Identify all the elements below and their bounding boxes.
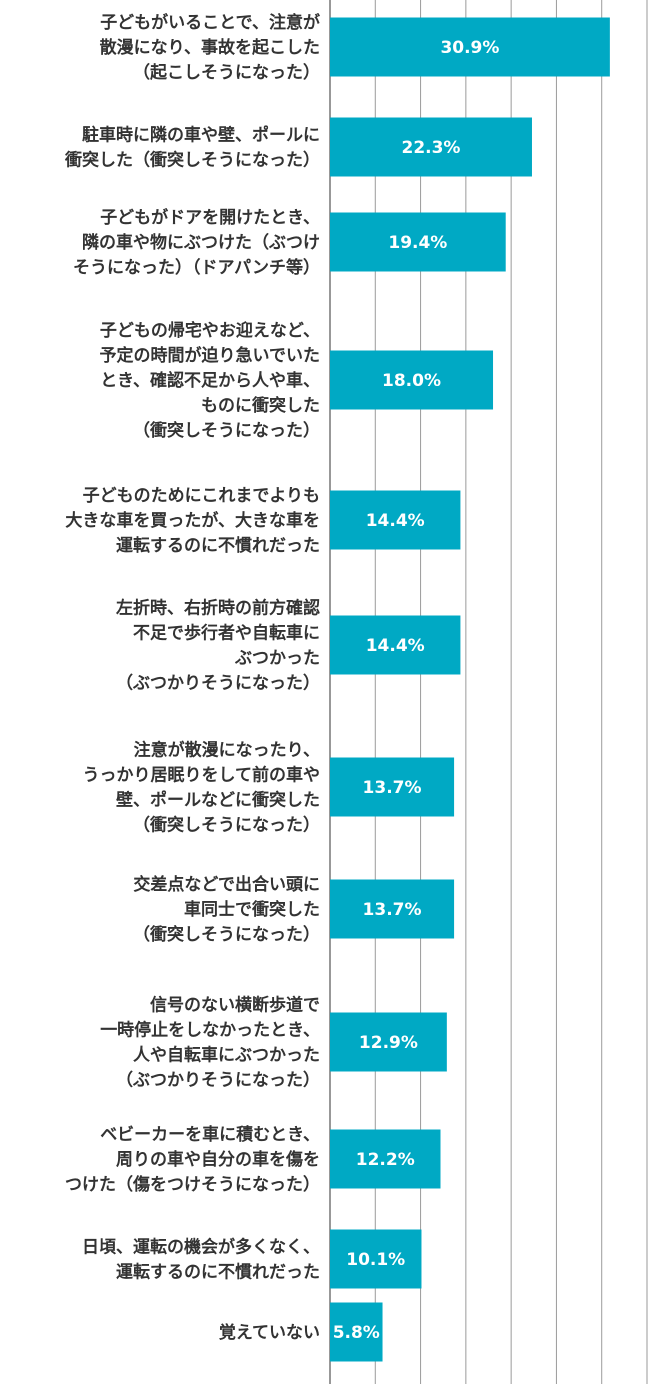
category-label: 運転するのに不慣れだった: [116, 535, 320, 556]
category-label: 散漫になり、事故を起こした: [100, 37, 320, 58]
category-label: （ぶつかりそうになった）: [116, 673, 320, 694]
data-label: 10.1%: [346, 1250, 405, 1270]
category-label: 子どもがいることで、注意が: [100, 12, 320, 33]
bar: [330, 350, 494, 410]
category-label: つけた（傷をつけそうになった）: [65, 1174, 320, 1195]
data-label: 13.7%: [363, 900, 422, 920]
category-label: ぶつかった: [234, 649, 320, 669]
category-label: うっかり居眠りをして前の車や: [83, 765, 321, 786]
category-label: 大きな車を買ったが、大きな車を: [65, 510, 320, 531]
data-label: 12.9%: [359, 1033, 418, 1053]
category-label: そうになった）（ドアパンチ等）: [73, 257, 320, 278]
category-label: （衝突しそうになった）: [133, 420, 320, 441]
bar: [330, 757, 455, 817]
category-label: とき、確認不足から人や車、: [100, 370, 320, 391]
bar: [330, 1302, 383, 1362]
category-label: 壁、ポールなどに衝突した: [116, 790, 320, 811]
bar: [330, 1129, 441, 1189]
data-label: 14.4%: [366, 636, 425, 656]
category-label: 人や自転車にぶつかった: [133, 1045, 320, 1066]
category-label: 予定の時間が迫り急いでいた: [100, 345, 321, 366]
bar: [330, 17, 610, 77]
category-label: 日頃、運転の機会が多くなく、: [82, 1237, 320, 1258]
category-label: 子どもの帰宅やお迎えなど、: [100, 320, 320, 341]
category-label: 運転するのに不慣れだった: [116, 1262, 320, 1283]
category-label: ものに衝突した: [201, 395, 320, 416]
data-label: 22.3%: [401, 138, 460, 158]
category-label: 子どものためにこれまでよりも: [83, 486, 320, 506]
data-label: 13.7%: [363, 778, 422, 798]
bar: [330, 490, 461, 550]
category-label: （起こしそうになった）: [133, 62, 320, 83]
category-label: 不足で歩行者や自転車に: [133, 623, 320, 644]
data-label: 12.2%: [356, 1150, 415, 1170]
category-label: 子どもがドアを開けたとき、: [100, 207, 320, 228]
category-label: 信号のない横断歩道で: [150, 995, 320, 1016]
category-label: 一時停止をしなかったとき、: [100, 1020, 320, 1041]
data-label: 5.8%: [333, 1323, 380, 1343]
bar: [330, 117, 532, 177]
data-label: 19.4%: [388, 233, 447, 253]
data-label: 30.9%: [440, 38, 499, 58]
category-label: 覚えていない: [219, 1322, 320, 1343]
category-label: ベビーカーを車に積むとき、: [100, 1124, 320, 1145]
category-label: 交差点などで出合い頭に: [133, 874, 320, 895]
data-label: 18.0%: [382, 371, 441, 391]
data-label: 14.4%: [366, 511, 425, 531]
category-label: 衝突した（衝突しそうになった）: [64, 150, 320, 171]
category-label: 車同士で衝突した: [184, 899, 320, 920]
bar: [330, 879, 455, 939]
bar: [330, 615, 461, 675]
category-label: （ぶつかりそうになった）: [116, 1070, 320, 1091]
category-label: 周りの車や自分の車を傷を: [116, 1149, 320, 1170]
category-label: 左折時、右折時の前方確認: [116, 598, 320, 619]
category-label: （衝突しそうになった）: [133, 815, 320, 836]
category-label: 注意が散漫になったり、: [134, 740, 320, 761]
category-label: （衝突しそうになった）: [133, 924, 320, 945]
bar: [330, 1229, 422, 1289]
bar: [330, 1012, 447, 1072]
category-label: 駐車時に隣の車や壁、ポールに: [82, 125, 320, 146]
bar: [330, 212, 506, 272]
category-label: 隣の車や物にぶつけた（ぶつけ: [82, 232, 320, 253]
